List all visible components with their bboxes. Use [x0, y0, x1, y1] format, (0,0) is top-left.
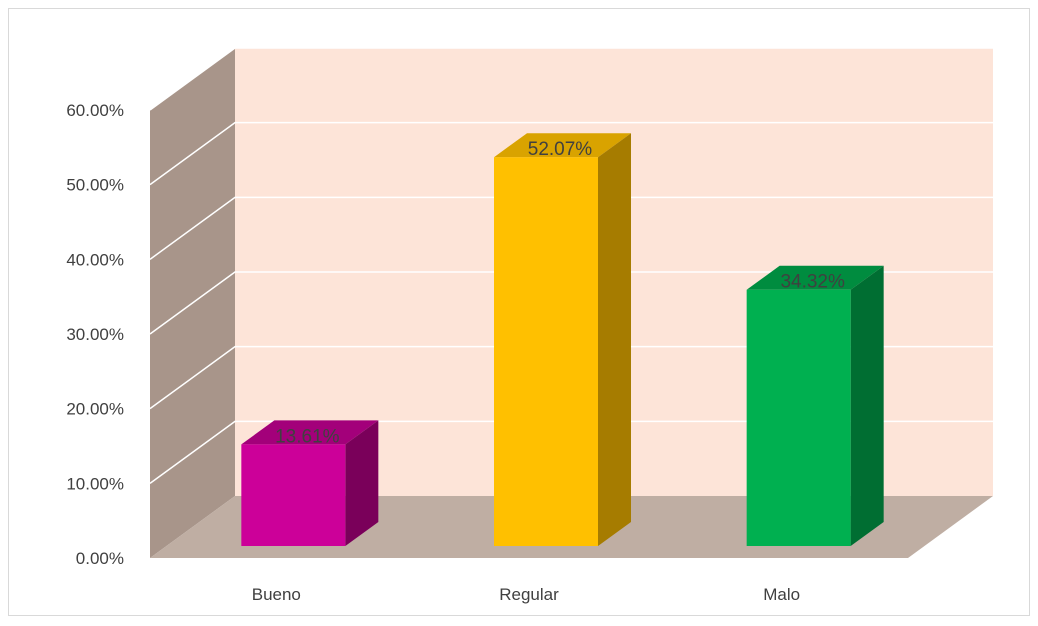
bar-top	[746, 265, 884, 290]
bar-top	[241, 420, 379, 445]
x-category-label: Bueno	[252, 585, 301, 604]
y-tick-label: 50.00%	[66, 176, 124, 195]
data-labels: 13.61% 52.07% 34.32%	[275, 139, 845, 447]
data-label: 52.07%	[528, 139, 593, 160]
gridline	[149, 196, 993, 260]
y-tick-label: 60.00%	[66, 101, 124, 120]
y-axis-tick-labels: 0.00% 10.00% 20.00% 30.00% 40.00% 50.00% 60.00…	[66, 101, 124, 568]
bar	[241, 444, 346, 546]
x-axis-category-labels: Bueno Regular Malo	[252, 585, 800, 604]
x-category-label: Regular	[499, 585, 559, 604]
y-tick-label: 20.00%	[66, 400, 124, 419]
y-tick-label: 40.00%	[66, 250, 124, 269]
x-category-label: Malo	[763, 585, 800, 604]
gridline	[149, 47, 993, 111]
y-tick-label: 0.00%	[76, 549, 124, 568]
gridline	[149, 420, 993, 484]
bars	[241, 133, 884, 546]
gridline	[149, 271, 993, 335]
gridline	[149, 121, 993, 186]
y-tick-label: 10.00%	[66, 474, 124, 493]
bar	[494, 157, 598, 546]
bar-top	[494, 133, 631, 158]
bar	[746, 289, 851, 546]
data-label: 34.32%	[780, 272, 845, 293]
bar-side	[850, 265, 884, 546]
bar-side	[598, 133, 631, 546]
gridline	[149, 345, 993, 410]
data-label: 13.61%	[275, 426, 340, 447]
gridlines	[149, 47, 993, 484]
bar-side	[345, 420, 379, 546]
y-tick-label: 30.00%	[66, 325, 124, 344]
